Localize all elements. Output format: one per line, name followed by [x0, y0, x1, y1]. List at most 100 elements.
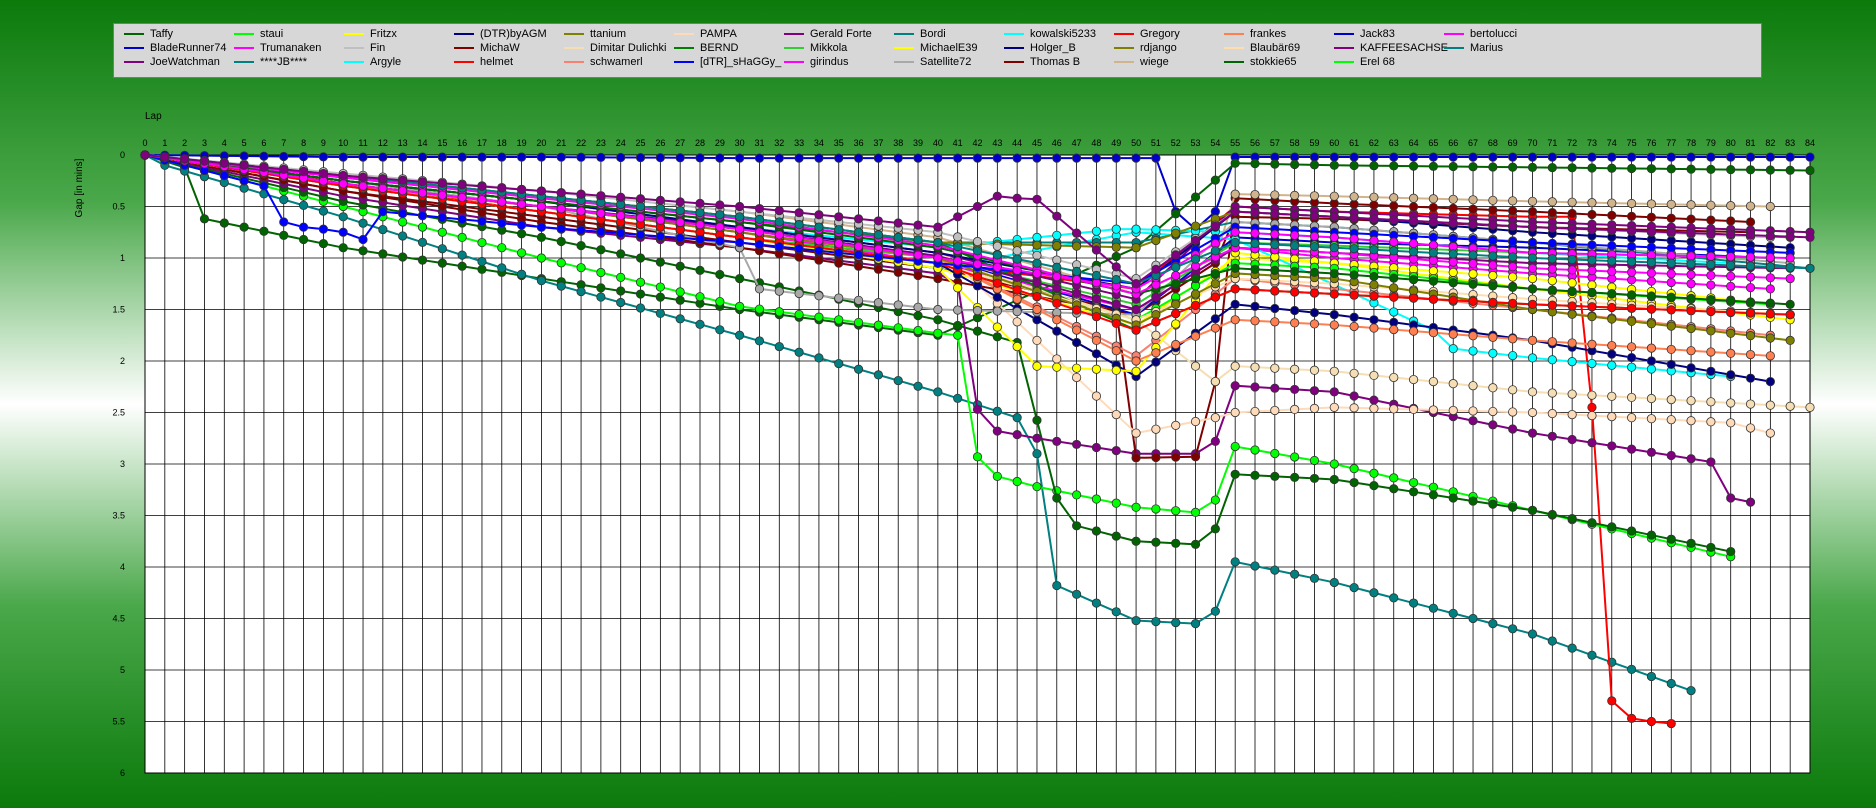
- data-point: [1508, 196, 1518, 206]
- data-point: [972, 236, 983, 247]
- data-point: [1072, 589, 1082, 599]
- data-point: [735, 212, 745, 222]
- x-tick-label: 23: [596, 138, 606, 148]
- x-tick-label: 61: [1349, 138, 1359, 148]
- data-point: [437, 152, 447, 162]
- data-point: [1567, 208, 1577, 219]
- data-point: [1607, 302, 1617, 313]
- data-point: [1726, 164, 1736, 175]
- data-point: [1726, 260, 1736, 270]
- legend-label: BladeRunner74: [150, 42, 227, 54]
- data-point: [1111, 346, 1121, 356]
- x-tick-label: 15: [437, 138, 447, 148]
- data-point: [675, 287, 685, 297]
- data-point: [1072, 153, 1082, 163]
- data-point: [1508, 152, 1518, 162]
- data-point: [1329, 152, 1339, 162]
- data-point: [1032, 232, 1042, 242]
- data-point: [774, 341, 784, 352]
- data-point: [1408, 293, 1419, 303]
- data-point: [219, 171, 229, 181]
- data-point: [1329, 232, 1339, 242]
- data-point: [1745, 152, 1756, 162]
- data-point: [1131, 304, 1141, 315]
- data-point: [477, 216, 487, 226]
- data-point: [1547, 162, 1557, 173]
- data-point: [953, 153, 963, 163]
- data-point: [1587, 410, 1597, 421]
- data-point: [318, 206, 328, 216]
- data-point: [1171, 228, 1181, 238]
- data-point: [1052, 230, 1062, 240]
- legend-label: Mikkola: [810, 42, 848, 54]
- data-point: [1072, 325, 1082, 335]
- data-point: [1646, 268, 1657, 278]
- data-point: [853, 317, 864, 328]
- data-point: [1607, 225, 1617, 235]
- data-point: [1508, 385, 1518, 395]
- data-point: [1666, 450, 1676, 461]
- data-point: [1408, 477, 1419, 488]
- data-point: [1408, 247, 1419, 257]
- data-point: [1587, 402, 1597, 412]
- data-point: [1072, 305, 1082, 315]
- data-point: [259, 226, 269, 236]
- data-point: [1210, 175, 1220, 185]
- data-point: [1190, 235, 1201, 246]
- legend-label: [dTR]_sHaGGy_: [700, 56, 782, 68]
- data-point: [1547, 254, 1557, 264]
- x-tick-label: 5: [242, 138, 247, 148]
- data-point: [794, 208, 804, 218]
- data-point: [1369, 161, 1379, 171]
- data-point: [1428, 152, 1438, 162]
- data-point: [1468, 406, 1478, 416]
- data-point: [655, 215, 665, 225]
- legend-swatch: [1004, 33, 1024, 35]
- data-point: [1369, 395, 1379, 405]
- data-point: [517, 220, 527, 230]
- data-point: [1230, 158, 1240, 168]
- data-point: [1032, 292, 1042, 302]
- x-tick-label: 79: [1706, 138, 1716, 148]
- x-tick-label: 34: [814, 138, 824, 148]
- x-tick-label: 70: [1527, 138, 1537, 148]
- data-point: [1210, 279, 1220, 289]
- data-point: [675, 295, 685, 305]
- data-point: [1270, 383, 1280, 393]
- data-point: [754, 227, 765, 237]
- data-point: [1072, 363, 1082, 373]
- data-point: [1012, 476, 1022, 487]
- data-point: [1012, 430, 1022, 440]
- legend-swatch: [124, 47, 144, 49]
- data-point: [695, 220, 705, 230]
- data-point: [1547, 408, 1557, 419]
- data-point: [1488, 152, 1498, 162]
- legend-swatch: [234, 33, 254, 35]
- x-tick-label: 54: [1210, 138, 1220, 148]
- data-point: [893, 323, 903, 333]
- data-point: [1151, 452, 1161, 463]
- data-point: [1091, 391, 1102, 401]
- data-point: [1448, 194, 1458, 204]
- data-point: [1547, 238, 1557, 248]
- data-point: [1666, 227, 1676, 237]
- legend-label: Erel 68: [1360, 56, 1395, 68]
- data-point: [1765, 309, 1775, 319]
- data-point: [1547, 152, 1557, 162]
- data-point: [457, 261, 467, 271]
- data-point: [1349, 321, 1359, 332]
- data-point: [655, 153, 665, 163]
- data-point: [1131, 615, 1141, 626]
- data-point: [1230, 207, 1240, 217]
- data-point: [1131, 536, 1141, 546]
- data-point: [1091, 270, 1102, 281]
- data-point: [576, 286, 586, 297]
- data-point: [1131, 153, 1141, 163]
- data-point: [1012, 153, 1022, 163]
- data-point: [814, 246, 824, 256]
- data-point: [655, 195, 665, 205]
- data-point: [1627, 198, 1637, 209]
- data-point: [1686, 363, 1696, 373]
- data-point: [1765, 351, 1775, 361]
- data-point: [1349, 403, 1359, 413]
